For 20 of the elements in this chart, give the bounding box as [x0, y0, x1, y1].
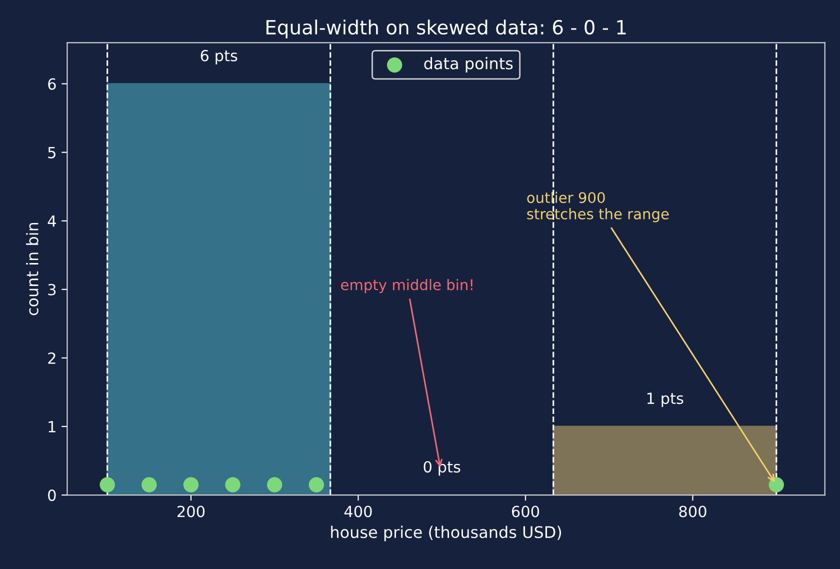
- chart-title: Equal-width on skewed data: 6 - 0 - 1: [266, 20, 626, 38]
- y-tick-label: 2: [48, 352, 56, 364]
- annotation: empty middle bin!: [341, 278, 472, 294]
- x-tick-label: 400: [344, 506, 372, 518]
- y-tick-label: 0: [48, 489, 56, 502]
- y-tick-label: 4: [48, 216, 56, 227]
- data-label: 6 pts: [200, 50, 238, 64]
- y-tick-label: 6: [48, 78, 56, 90]
- data-label: 1 pts: [647, 392, 684, 408]
- annotation: outlier 900 stretches the range: [527, 192, 669, 222]
- y-tick-label: 5: [48, 147, 56, 158]
- x-tick-label: 200: [178, 506, 205, 518]
- x-tick-label: 800: [679, 506, 706, 518]
- legend-label: data points: [424, 57, 513, 73]
- y-axis-title: count in bin: [26, 222, 38, 316]
- y-tick-label: 1: [48, 421, 56, 432]
- x-tick-label: 600: [512, 506, 540, 518]
- x-axis-title: house price (thousands USD): [331, 526, 562, 542]
- data-label: 0 pts: [424, 461, 460, 476]
- y-tick-label: 3: [48, 284, 56, 296]
